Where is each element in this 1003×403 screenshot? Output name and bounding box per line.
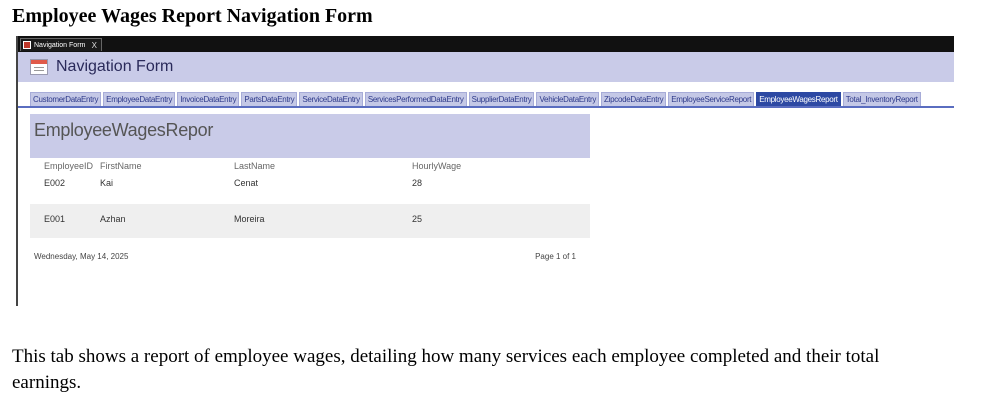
- tab-supplierdataentry[interactable]: SupplierDataEntry: [468, 92, 535, 106]
- form-icon: [23, 41, 31, 49]
- page-number: Page 1 of 1: [535, 252, 576, 261]
- document-tab-bar: Navigation Form X: [18, 36, 954, 52]
- tab-servicedataentry[interactable]: ServiceDataEntry: [299, 92, 363, 106]
- form-header: Navigation Form: [18, 52, 954, 82]
- caption: This tab shows a report of employee wage…: [12, 346, 880, 393]
- table-row: E002 Kai Cenat 28: [30, 174, 590, 204]
- report-header: EmployeeWagesRepor: [30, 114, 590, 158]
- tab-underline: [18, 106, 954, 108]
- tab-total-inventoryreport[interactable]: Total_InventoryReport: [842, 92, 921, 106]
- cell-last-name: Cenat: [234, 178, 259, 188]
- tab-customerdataentry[interactable]: CustomerDataEntry: [30, 92, 102, 106]
- document-tab-label: Navigation Form: [34, 41, 86, 49]
- tab-zipcodedataentry[interactable]: ZipcodeDataEntry: [601, 92, 667, 106]
- cell-employee-id: E002: [44, 178, 66, 188]
- tab-employeeservicereport[interactable]: EmployeeServiceReport: [668, 92, 755, 106]
- cell-last-name: Moreira: [234, 214, 265, 224]
- tab-partsdataentry[interactable]: PartsDataEntry: [241, 92, 298, 106]
- application-window: Navigation Form X Navigation Form Custom…: [16, 36, 954, 306]
- cell-first-name: Azhan: [100, 214, 126, 224]
- tab-employeedataentry[interactable]: EmployeeDataEntry: [103, 92, 176, 106]
- tab-servicesperformeddataentry[interactable]: ServicesPerformedDataEntry: [364, 92, 467, 106]
- report-footer: Wednesday, May 14, 2025 Page 1 of 1: [30, 238, 590, 268]
- navigation-tabs: CustomerDataEntry EmployeeDataEntry Invoic…: [30, 92, 921, 106]
- employee-wages-report: EmployeeWagesRepor EmployeeID FirstName …: [30, 114, 590, 304]
- column-header-last-name: LastName: [234, 161, 276, 171]
- form-title: Navigation Form: [56, 58, 174, 75]
- column-header-hourly-wage: HourlyWage: [412, 161, 462, 171]
- tab-employeewagesreport[interactable]: EmployeeWagesReport: [756, 92, 841, 106]
- report-date: Wednesday, May 14, 2025: [34, 252, 129, 261]
- column-headers: EmployeeID FirstName LastName HourlyWage: [30, 158, 590, 174]
- tab-vehicledataentry[interactable]: VehicleDataEntry: [536, 92, 600, 106]
- column-header-first-name: FirstName: [100, 161, 142, 171]
- cell-employee-id: E001: [44, 214, 66, 224]
- navigation-tabs-area: CustomerDataEntry EmployeeDataEntry Invoic…: [18, 82, 954, 108]
- report-title: EmployeeWagesRepor: [34, 120, 214, 140]
- navigation-form-icon: [30, 59, 48, 75]
- cell-first-name: Kai: [100, 178, 114, 188]
- document-tab-navigation-form[interactable]: Navigation Form X: [20, 38, 102, 51]
- page-title: Employee Wages Report Navigation Form: [12, 5, 373, 27]
- tab-invoicedataentry[interactable]: InvoiceDataEntry: [177, 92, 240, 106]
- cell-hourly-wage: 25: [412, 214, 423, 224]
- cell-hourly-wage: 28: [412, 178, 423, 188]
- close-icon[interactable]: X: [91, 40, 97, 50]
- column-header-employee-id: EmployeeID: [44, 161, 94, 171]
- table-row: E001 Azhan Moreira 25: [30, 204, 590, 238]
